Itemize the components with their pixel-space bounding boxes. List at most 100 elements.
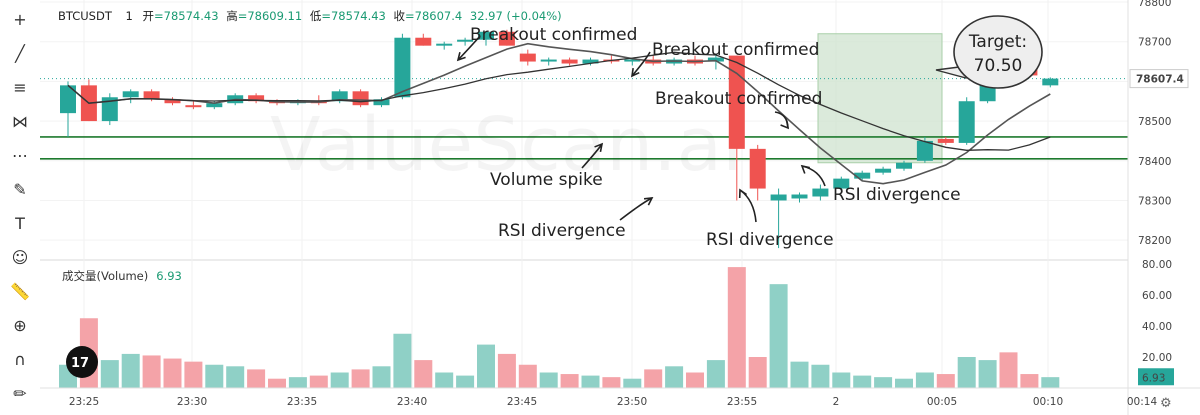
candle-body: [498, 31, 515, 46]
candle-body: [937, 138, 954, 143]
candle-body: [60, 85, 76, 114]
volume-tick: 60.00: [1142, 290, 1172, 302]
volume-bar: [727, 267, 746, 388]
time-tick: 23:40: [397, 396, 427, 408]
time-tick: 2: [833, 396, 840, 408]
arrow-breakout-3-head: [780, 119, 790, 130]
volume-bar: [226, 366, 245, 388]
candle-body: [1042, 78, 1059, 86]
candle-body: [519, 53, 536, 62]
high-label: 高: [226, 9, 238, 23]
volume-bar: [268, 378, 286, 388]
candle-body: [352, 91, 369, 106]
ruler-icon[interactable]: 📏: [10, 282, 30, 301]
arrow-rsi-1-head: [643, 197, 654, 206]
volume-bar: [309, 375, 328, 388]
candle-body: [436, 43, 453, 46]
volume-value: 6.93: [156, 269, 182, 283]
volume-tick: 80.00: [1142, 259, 1172, 271]
annotation-breakout-2: Breakout confirmed: [652, 40, 819, 60]
volume-bar: [477, 344, 495, 388]
target-value: 70.50: [974, 56, 1023, 76]
candle-body: [478, 31, 494, 40]
candle-body: [582, 59, 599, 64]
zoom-icon[interactable]: ⊕: [13, 316, 27, 335]
volume-legend: 成交量(Volume) 6.93: [62, 268, 182, 284]
candle-body: [916, 140, 933, 161]
tradingview-logo: [66, 346, 98, 378]
current-price-tag: [1129, 69, 1189, 89]
volume-bar: [539, 372, 558, 388]
volume-bar: [560, 374, 579, 388]
arrow-rsi-2-head: [738, 188, 748, 199]
current-price-text: 78607.4: [1136, 74, 1184, 86]
volume-bar: [623, 378, 642, 388]
time-tick: 23:45: [507, 396, 537, 408]
candle-body: [415, 37, 432, 46]
volume-bar: [163, 358, 182, 388]
open-label: 开: [142, 9, 155, 23]
text-icon[interactable]: T: [15, 214, 25, 233]
candle-body: [791, 194, 808, 199]
volume-bar: [1020, 374, 1039, 388]
interval[interactable]: 1: [125, 9, 133, 23]
candle-body: [373, 99, 390, 106]
candle-body: [896, 162, 912, 169]
trend-line-icon[interactable]: ╱: [15, 44, 25, 63]
volume-bar: [1041, 377, 1060, 388]
fib-lines-icon[interactable]: ≡: [13, 78, 27, 97]
symbol[interactable]: BTCUSDT: [58, 9, 112, 23]
candle-body: [185, 105, 202, 108]
moving-average-slow: [67, 51, 1051, 151]
price-tick: 78200: [1138, 235, 1171, 247]
close-value: =78607.4: [405, 9, 463, 23]
pencil-icon[interactable]: ✏: [13, 384, 27, 403]
volume-bar: [100, 360, 119, 388]
chart-canvas[interactable]: ValueScan.ai 17 Breakout confirmed Breako…: [40, 0, 1200, 415]
low-label: 低: [309, 9, 322, 23]
candle-body: [457, 39, 474, 42]
annotation-rsi-3: RSI divergence: [833, 185, 961, 205]
volume-bar: [497, 353, 516, 388]
close-label: 收: [393, 9, 406, 23]
volume-bar: [644, 369, 663, 388]
volume-bar: [978, 360, 997, 388]
time-tick: 23:55: [727, 396, 757, 408]
volume-bar: [874, 377, 893, 388]
candle-body: [164, 99, 181, 104]
measure-icon[interactable]: ⋯: [12, 146, 28, 165]
settings-gear-icon: ⚙: [1160, 396, 1172, 411]
time-tick: 00:14: [1127, 396, 1158, 408]
open-value: =78574.43: [154, 9, 219, 23]
target-label: Target:: [968, 32, 1027, 52]
volume-label: 成交量(Volume): [62, 269, 149, 283]
low-value: =78574.43: [321, 9, 386, 23]
time-tick: 00:05: [927, 396, 957, 408]
volume-bar: [581, 375, 600, 388]
volume-bar: [790, 361, 809, 388]
ohlc-legend: BTCUSDT 1 开=78574.43 高=78609.11 低=78574.…: [58, 8, 562, 24]
candle-body: [101, 97, 118, 122]
high-value: =78609.11: [237, 9, 303, 23]
tradingview-logo-text: 17: [71, 356, 89, 371]
crosshair-icon[interactable]: +: [13, 10, 27, 29]
annotation-breakout-1: Breakout confirmed: [470, 25, 637, 45]
arrow-breakout-2: [631, 51, 651, 77]
volume-bar: [351, 369, 370, 388]
drawing-toolbar: + ╱ ≡ ⋈ ⋯ ✎ T ☺ 📏 ⊕ ∩ ✏: [0, 0, 41, 415]
volume-bar: [247, 369, 266, 388]
volume-bar: [936, 374, 955, 388]
arrow-breakout-2-head: [630, 67, 640, 78]
arrow-breakout-1-head: [456, 52, 466, 62]
candle-body: [749, 148, 766, 189]
volume-bar: [288, 377, 307, 388]
emoji-icon[interactable]: ☺: [11, 248, 29, 267]
candle-body: [122, 91, 139, 98]
magnet-icon[interactable]: ∩: [14, 350, 26, 369]
pattern-icon[interactable]: ⋈: [12, 112, 28, 131]
volume-bar: [748, 357, 767, 388]
candle-body: [875, 168, 892, 173]
brush-icon[interactable]: ✎: [13, 180, 27, 199]
candle-body: [728, 55, 745, 149]
candle-body: [624, 59, 641, 62]
